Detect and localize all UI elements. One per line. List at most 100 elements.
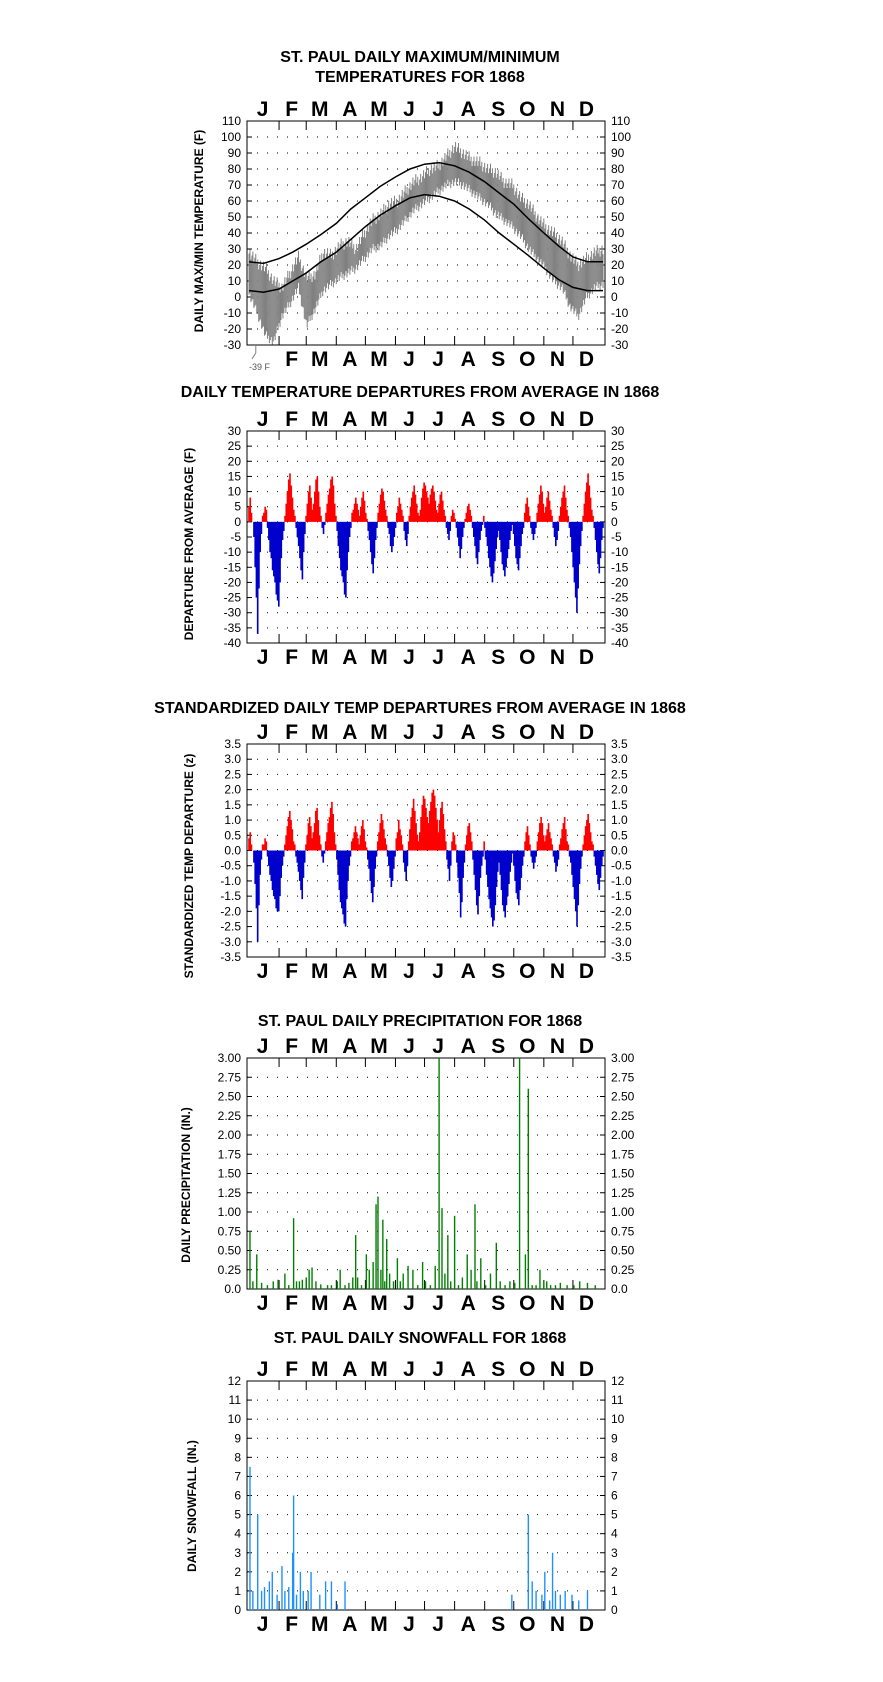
cold-departure-bar: [531, 850, 534, 863]
normal-low-line: [248, 193, 603, 293]
warm-departure-bar: [425, 807, 427, 851]
cold-departure-bar: [600, 521, 603, 541]
cold-departure-bar: [276, 850, 279, 912]
warm-departure-bar: [464, 518, 466, 522]
warm-departure-bar: [443, 509, 445, 522]
y-tick-label-right: 15: [611, 469, 625, 483]
cold-departure-bar: [253, 850, 255, 863]
warm-departure-bar: [420, 497, 423, 522]
cold-departure-bar: [571, 521, 573, 553]
warm-departure-bar: [363, 829, 365, 851]
cold-departure-bar: [350, 521, 352, 528]
cold-departure-bar: [375, 850, 378, 857]
warm-departure-bar: [325, 512, 327, 522]
warm-departure-bar: [550, 509, 552, 522]
month-label-bottom: D: [579, 960, 594, 983]
y-tick-label-right: 2.25: [611, 1109, 635, 1123]
warm-departure-bar: [352, 838, 354, 851]
cold-departure-bar: [449, 521, 452, 531]
cold-departure-bar: [302, 850, 305, 878]
cold-departure-bar: [477, 521, 480, 553]
cold-departure-bar: [254, 850, 257, 884]
cold-departure-bar: [322, 850, 325, 863]
cold-departure-bar: [463, 521, 465, 528]
cold-departure-bar: [372, 521, 375, 574]
y-tick-label-right: 30: [611, 424, 625, 438]
cold-departure-bar: [496, 521, 499, 537]
cold-departure-bar: [449, 850, 452, 866]
cold-departure-bar: [341, 521, 343, 577]
month-label-bottom: J: [432, 960, 444, 983]
warm-departure-bar: [407, 841, 410, 851]
cold-departure-bar: [570, 850, 572, 863]
cold-departure-bar: [388, 521, 391, 534]
cold-departure-bar: [505, 521, 507, 568]
month-label-bottom: A: [461, 1613, 476, 1636]
cold-departure-bar: [258, 850, 260, 906]
cold-departure-bar: [502, 521, 505, 571]
month-label-bottom: O: [519, 1613, 535, 1636]
y-tick-label-right: 110: [611, 114, 630, 128]
cold-departure-bar: [487, 850, 489, 888]
warm-departure-bar: [433, 491, 435, 522]
grid-dots: [247, 1076, 605, 1271]
cold-departure-bar: [572, 521, 575, 568]
cold-departure-bar: [602, 521, 604, 528]
month-label-bottom: J: [403, 1292, 415, 1315]
y-tick-label-left: 7: [234, 1469, 241, 1483]
cold-departure-bar: [518, 521, 521, 559]
warm-departure-bar: [416, 835, 419, 851]
y-tick-label-left: 1.25: [218, 1186, 242, 1200]
warm-departure-bar: [379, 823, 382, 851]
cold-departure-bar: [344, 850, 347, 927]
cold-departure-bar: [342, 850, 344, 915]
y-tick-label-left: 8: [234, 1450, 241, 1464]
month-label-top: N: [550, 1035, 565, 1058]
warm-departure-bar: [437, 832, 440, 851]
warm-departure-bar: [561, 829, 563, 851]
cold-departure-bar: [494, 521, 496, 562]
warm-departure-bar: [565, 829, 567, 851]
warm-departure-bar: [291, 829, 294, 851]
month-label-top: S: [491, 98, 505, 121]
cold-departure-bar: [557, 521, 560, 531]
cold-departure-bar: [461, 521, 464, 537]
cold-departure-bar: [581, 850, 583, 857]
y-tick-label-left: 1.5: [224, 798, 241, 812]
cold-departure-bar: [593, 521, 596, 528]
cold-departure-bar: [553, 521, 556, 537]
y-tick-label-right: -25: [611, 591, 629, 605]
month-label-bottom: M: [311, 1292, 329, 1315]
y-tick-label-left: 0.5: [224, 828, 241, 842]
cold-departure-bar: [505, 850, 508, 906]
warm-departure-bar: [591, 509, 593, 522]
month-label-top: J: [403, 1358, 415, 1381]
cold-departure-bar: [498, 850, 500, 863]
warm-departure-bar: [316, 807, 318, 851]
cold-departure-bar: [303, 850, 306, 863]
month-label-top: J: [403, 98, 415, 121]
cold-departure-bar: [266, 850, 269, 857]
y-tick-label-right: 0.0: [611, 1282, 628, 1296]
month-label-top: F: [285, 408, 298, 431]
month-label-top: J: [432, 408, 444, 431]
warm-departure-bar: [589, 497, 592, 522]
warm-departure-bar: [292, 841, 295, 851]
y-tick-label-right: 2.5: [611, 767, 628, 781]
cold-departure-bar: [405, 850, 408, 881]
y-tick-label-left: 0: [234, 1603, 241, 1617]
y-tick-label-left: 11: [229, 1393, 242, 1407]
warm-departure-bar: [305, 515, 307, 522]
warm-departure-bar: [290, 485, 293, 522]
warm-departure-bar: [361, 497, 363, 522]
y-tick-label-left: 25: [228, 439, 242, 453]
warm-departure-bar: [290, 820, 292, 851]
cold-departure-bar: [487, 521, 490, 559]
cold-departure-bar: [272, 850, 275, 897]
warm-departure-bar: [417, 512, 419, 522]
month-label-bottom: A: [461, 1292, 476, 1315]
y-tick-label-left: -10: [224, 306, 242, 320]
y-tick-label-left: 3: [234, 1546, 241, 1560]
warm-departure-bar: [402, 515, 404, 522]
warm-departure-bar: [248, 506, 250, 522]
